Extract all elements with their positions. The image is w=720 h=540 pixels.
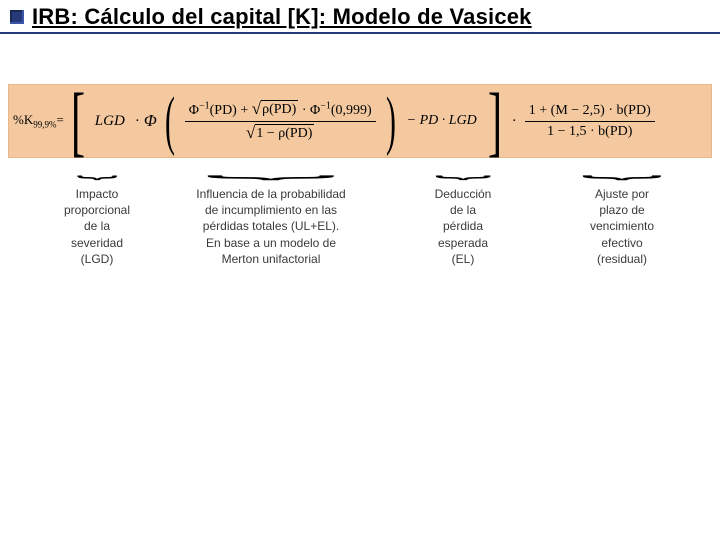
sqrt-rho-icon: √ ρ(PD)	[252, 100, 299, 118]
radicand-1mrho: 1 − ρ(PD)	[255, 124, 314, 142]
annotation-3: ⏟Ajuste porplazo devencimientoefectivo(r…	[542, 158, 702, 267]
dot-1: ·	[131, 113, 144, 130]
lhs-equals: =	[56, 112, 63, 127]
bracket-left-icon: [	[71, 94, 85, 149]
mat-denominator: 1 − 1,5 · b(PD)	[543, 122, 636, 142]
slide-title-bar: IRB: Cálculo del capital [K]: Modelo de …	[0, 0, 720, 34]
term-lgd: LGD	[91, 113, 131, 130]
annotation-text: Ajuste porplazo devencimientoefectivo(re…	[542, 186, 702, 267]
annotation-text: Impactoproporcionalde laseveridad(LGD)	[54, 186, 140, 267]
num-phi1: Φ	[189, 103, 199, 118]
paren-right-icon: )	[386, 101, 396, 141]
deduction-text: − PD · LGD	[407, 113, 477, 128]
lhs-subscript: 99,9%	[33, 120, 56, 130]
title-bullet-icon	[10, 10, 24, 24]
main-fraction: Φ−1(PD) + √ ρ(PD) · Φ−1(0,999) √ 1 − ρ(P…	[181, 98, 380, 145]
vasicek-formula: %K99,9%= [ LGD · Φ ( Φ−1(PD) + √ ρ(PD) ·…	[8, 84, 712, 158]
term-deduction: − PD · LGD	[402, 113, 482, 129]
slide-title: IRB: Cálculo del capital [K]: Modelo de …	[32, 4, 532, 30]
phi-symbol: Φ	[144, 111, 159, 131]
underbrace-icon: ⏟	[206, 158, 720, 176]
num-sup1: −1	[199, 100, 210, 111]
surd-1: √	[252, 100, 261, 117]
formula-lhs: %K99,9%=	[9, 112, 65, 130]
num-conf: (0,999)	[331, 103, 372, 118]
num-phi2: Φ	[310, 103, 320, 118]
sqrt-1mrho-icon: √ 1 − ρ(PD)	[246, 124, 314, 142]
num-pd: (PD) +	[210, 103, 249, 118]
maturity-fraction: 1 + (M − 2,5) · b(PD) 1 − 1,5 · b(PD)	[521, 101, 659, 142]
dot-2: ·	[508, 113, 521, 130]
annotation-text: Influencia de la probabilidadde incumpli…	[150, 186, 392, 267]
fraction-numerator: Φ−1(PD) + √ ρ(PD) · Φ−1(0,999)	[185, 98, 376, 122]
mat-numerator: 1 + (M − 2,5) · b(PD)	[525, 101, 655, 122]
fraction-denominator: √ 1 − ρ(PD)	[242, 122, 318, 145]
bracket-right-icon: ]	[488, 94, 502, 149]
radicand-rho: ρ(PD)	[261, 100, 298, 118]
num-sup2: −1	[320, 100, 331, 111]
surd-2: √	[246, 124, 255, 141]
lhs-symbol: %K	[13, 112, 33, 127]
paren-left-icon: (	[165, 101, 175, 141]
lgd-text: LGD	[95, 113, 125, 129]
annotation-row: ⏟Impactoproporcionalde laseveridad(LGD)⏟…	[8, 158, 712, 308]
num-dot: ·	[302, 103, 307, 118]
annotation-text: Deducciónde lapérdidaesperada(EL)	[408, 186, 518, 267]
